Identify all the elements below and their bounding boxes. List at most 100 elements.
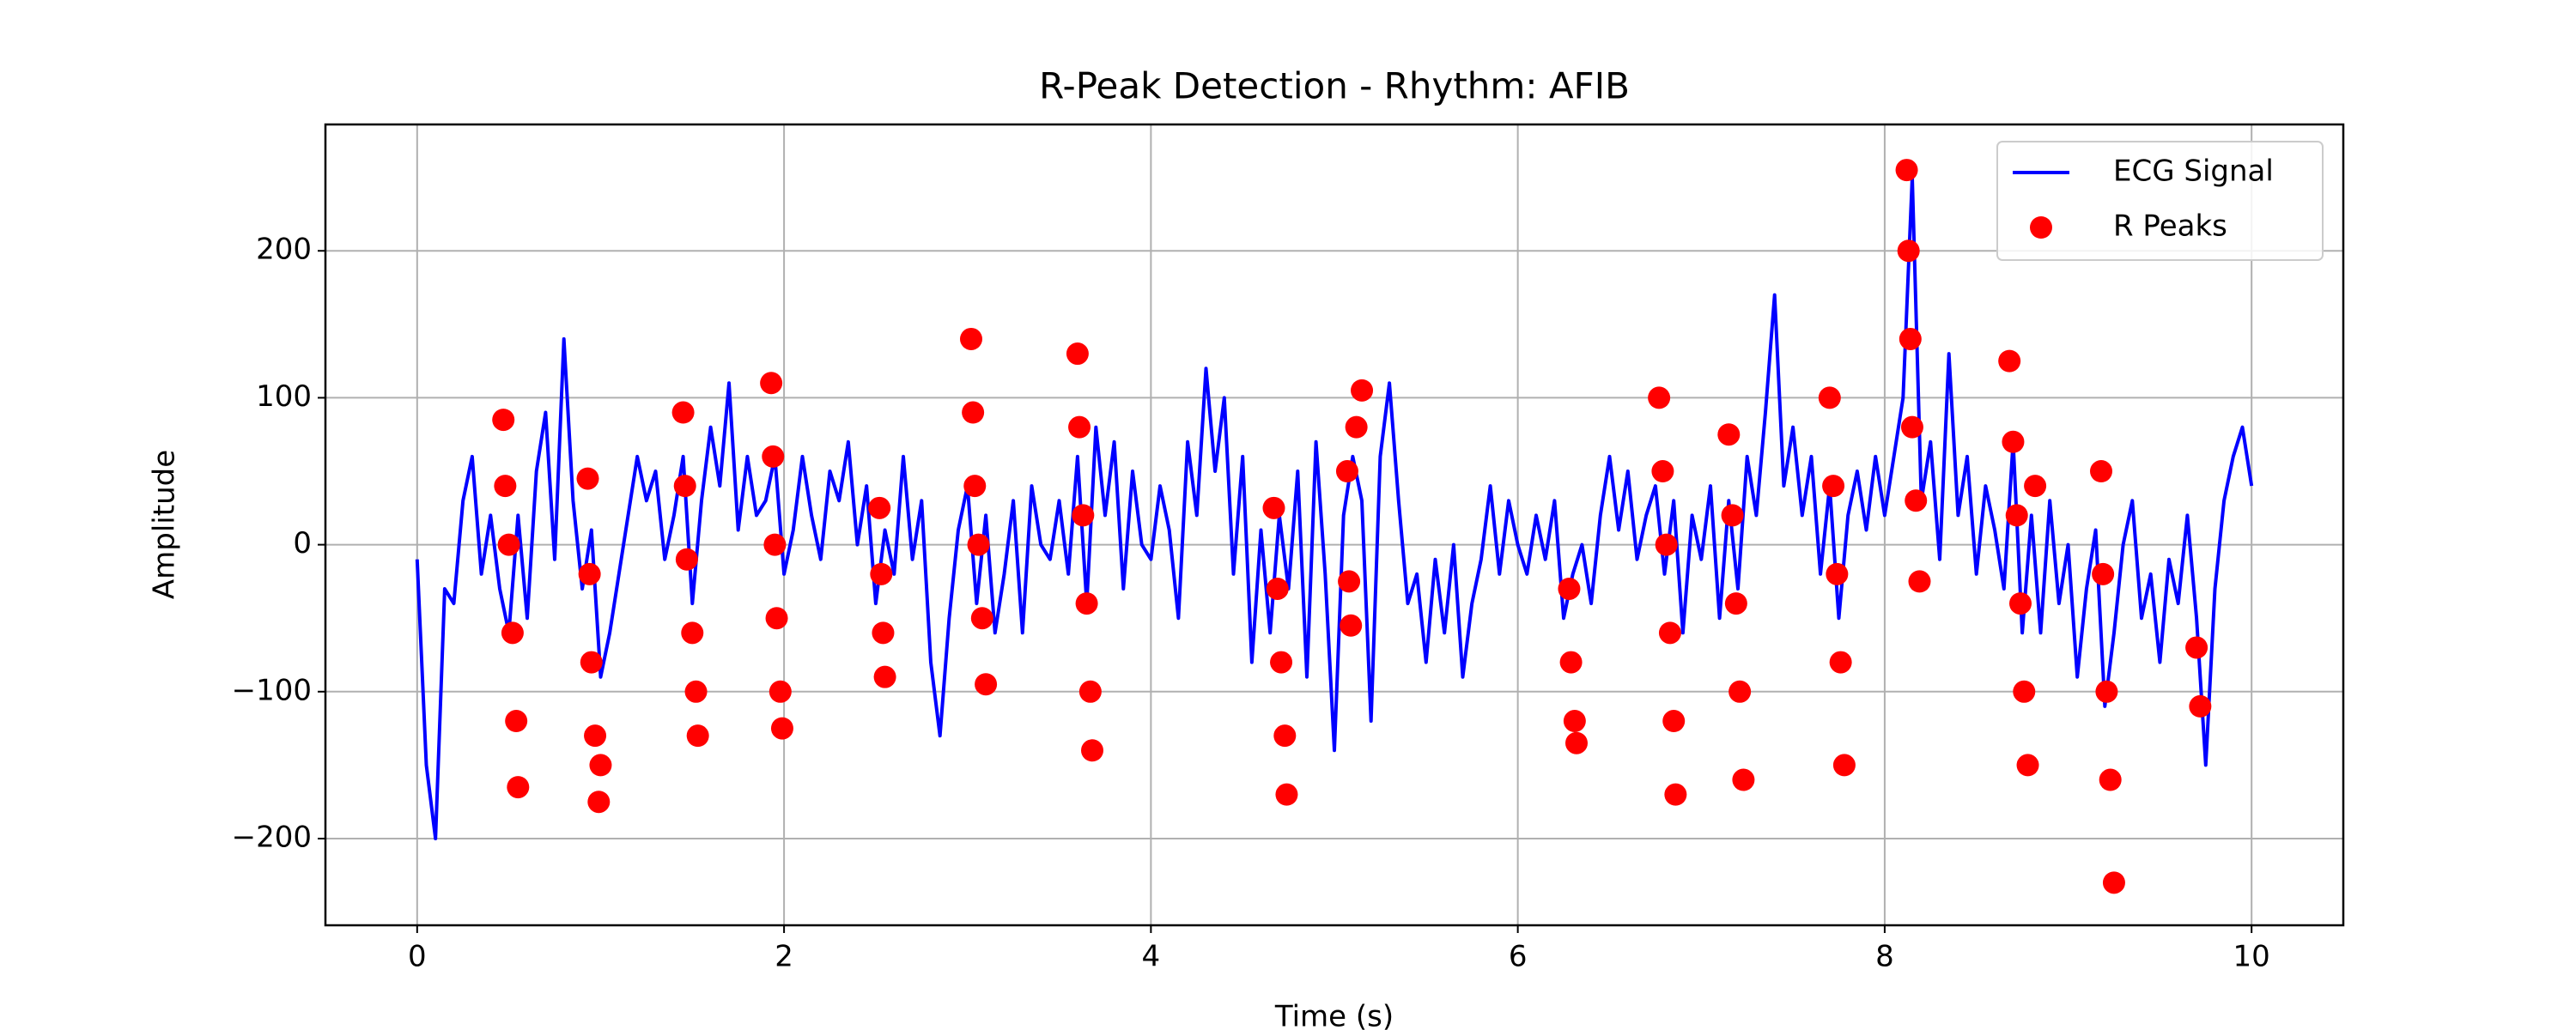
- r-peak: [765, 607, 788, 630]
- r-peak: [2013, 680, 2036, 703]
- r-peak: [1655, 533, 1678, 556]
- r-peak: [2009, 592, 2032, 615]
- x-tick-label: 2: [775, 940, 793, 974]
- y-tick-label: 0: [293, 526, 312, 560]
- ecg-line: [415, 175, 2254, 840]
- r-peak: [1266, 577, 1289, 600]
- r-peak: [970, 607, 993, 630]
- r-peak: [578, 562, 601, 585]
- r-peak: [675, 548, 698, 571]
- r-peak: [2016, 754, 2039, 777]
- r-peak: [1565, 731, 1588, 754]
- r-peak: [1732, 768, 1755, 791]
- plot-frame: [324, 123, 2345, 927]
- r-peak: [1721, 504, 1744, 527]
- x-tick-label: 0: [408, 940, 427, 974]
- r-peak: [1998, 349, 2021, 373]
- x-tick-label: 6: [1509, 940, 1528, 974]
- r-peak: [1724, 592, 1747, 615]
- r-peak: [872, 621, 895, 645]
- r-peak: [1728, 680, 1752, 703]
- legend-label: ECG Signal: [2113, 154, 2274, 189]
- r-peak: [589, 754, 612, 777]
- r-peak: [963, 475, 987, 498]
- r-peak: [870, 562, 893, 585]
- r-peak: [868, 496, 891, 519]
- y-tick-label: −100: [232, 673, 312, 707]
- r-peak: [967, 533, 990, 556]
- legend-marker: [2030, 216, 2052, 239]
- x-axis-label: Time (s): [1274, 1000, 1394, 1030]
- r-peak: [507, 776, 530, 799]
- r-peak: [1658, 621, 1681, 645]
- r-peak: [1351, 379, 1374, 402]
- r-peak: [1068, 415, 1091, 439]
- r-peak: [587, 791, 611, 814]
- chart-title: R-Peak Detection - Rhythm: AFIB: [1039, 65, 1630, 107]
- r-peak: [1832, 754, 1856, 777]
- r-peak: [2092, 562, 2115, 585]
- r-peak: [497, 533, 520, 556]
- r-peak: [1075, 592, 1098, 615]
- r-peak: [1899, 327, 1922, 350]
- y-tick-label: 200: [256, 233, 312, 267]
- r-peak: [673, 475, 696, 498]
- r-peak: [2185, 636, 2208, 659]
- r-peak: [1662, 710, 1686, 733]
- legend-box: [1996, 141, 2324, 261]
- r-peak: [873, 665, 896, 688]
- r-peak: [2005, 504, 2028, 527]
- r-peak: [501, 621, 524, 645]
- r-peak: [2090, 460, 2112, 483]
- r-peak: [1563, 710, 1586, 733]
- x-tick-label: 10: [2233, 940, 2270, 974]
- r-peak: [1275, 783, 1298, 806]
- r-peak: [2099, 768, 2122, 791]
- r-peak: [584, 724, 607, 748]
- r-peak: [2189, 694, 2212, 718]
- r-peak: [770, 717, 793, 740]
- r-peak: [1559, 651, 1583, 674]
- r-peak: [580, 651, 603, 674]
- r-peak: [1826, 562, 1849, 585]
- r-peak: [960, 327, 982, 350]
- r-peak: [762, 445, 785, 468]
- r-peak: [1262, 496, 1285, 519]
- x-tick-label: 8: [1875, 940, 1894, 974]
- r-peak: [769, 680, 792, 703]
- r-peak: [1072, 504, 1095, 527]
- r-peak: [1081, 739, 1103, 762]
- r-peak: [2024, 475, 2047, 498]
- r-peak: [1900, 415, 1923, 439]
- r-peak: [962, 401, 985, 424]
- r-peak: [1651, 460, 1674, 483]
- r-peak: [1822, 475, 1845, 498]
- r-peak: [1270, 651, 1293, 674]
- r-peak: [1648, 386, 1671, 409]
- r-peak: [671, 401, 695, 424]
- r-peak: [1717, 423, 1741, 446]
- r-peak: [1664, 783, 1687, 806]
- r-peak: [1338, 570, 1361, 593]
- r-peak: [1829, 651, 1852, 674]
- r-peak: [1273, 724, 1297, 748]
- y-tick-label: 100: [256, 379, 312, 414]
- r-peak: [505, 710, 528, 733]
- r-peak: [1066, 342, 1089, 366]
- r-peak: [1335, 460, 1358, 483]
- x-tick-label: 4: [1142, 940, 1161, 974]
- r-peak: [492, 409, 515, 432]
- plot-area: [415, 159, 2254, 894]
- r-peak: [2002, 430, 2025, 453]
- r-peak: [2102, 871, 2125, 894]
- r-peak: [1340, 614, 1363, 637]
- r-peak: [975, 673, 998, 696]
- r-peak: [1908, 570, 1931, 593]
- y-tick-label: −200: [232, 820, 312, 854]
- r-peak: [681, 621, 704, 645]
- r-peak: [1078, 680, 1102, 703]
- legend-label: R Peaks: [2113, 209, 2227, 244]
- y-axis-label: Amplitude: [148, 450, 182, 599]
- r-peak: [1897, 239, 1920, 263]
